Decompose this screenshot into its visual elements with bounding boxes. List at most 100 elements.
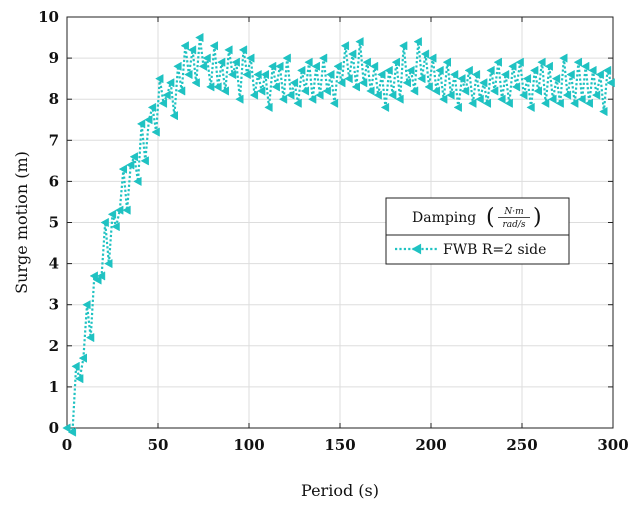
data-point — [580, 61, 590, 71]
data-point — [162, 90, 171, 100]
data-point — [75, 374, 84, 384]
data-point — [508, 61, 517, 71]
data-point — [122, 205, 131, 215]
y-tick-label: 0 — [49, 419, 59, 437]
data-point — [471, 69, 481, 80]
data-point — [311, 61, 320, 71]
y-tick-label: 3 — [49, 296, 59, 314]
data-point — [435, 65, 444, 76]
data-point — [169, 111, 178, 121]
data-point — [231, 57, 240, 67]
legend-box — [385, 197, 570, 265]
legend-title: Damping — [412, 210, 476, 226]
data-point — [548, 94, 557, 104]
data-point — [562, 90, 572, 100]
data-point — [355, 37, 364, 47]
data-point — [602, 65, 612, 76]
data-point — [504, 98, 513, 108]
data-point — [424, 82, 433, 92]
data-point — [129, 152, 138, 162]
data-point — [591, 90, 601, 100]
data-point — [125, 160, 135, 170]
data-point — [147, 102, 157, 113]
data-point — [555, 98, 564, 108]
data-point — [144, 115, 153, 125]
data-point — [446, 90, 455, 100]
data-point — [195, 32, 204, 43]
legend-fraction-numerator: N·m — [503, 207, 523, 217]
data-point — [187, 45, 197, 55]
x-tick-label: 100 — [233, 436, 264, 454]
data-point — [278, 94, 288, 104]
data-point — [297, 65, 306, 76]
data-point — [322, 86, 331, 96]
data-point — [140, 156, 149, 166]
data-point — [282, 53, 291, 63]
data-point — [220, 86, 229, 96]
data-point — [409, 86, 419, 96]
data-point — [235, 94, 244, 104]
data-point — [398, 41, 408, 51]
data-point — [213, 82, 222, 92]
data-point — [420, 49, 430, 59]
data-point — [431, 86, 441, 96]
data-point — [540, 98, 550, 108]
data-point — [326, 69, 335, 80]
legend-paren-right: ) — [533, 205, 542, 230]
data-point — [271, 82, 280, 92]
x-tick-label: 0 — [62, 436, 72, 454]
data-point — [85, 332, 95, 343]
data-point — [351, 82, 360, 92]
x-tick-label: 150 — [324, 436, 355, 454]
data-point — [388, 90, 397, 100]
data-point — [257, 86, 266, 96]
data-point — [264, 102, 273, 113]
data-point — [155, 74, 164, 84]
data-point — [293, 98, 302, 108]
data-point — [551, 74, 561, 84]
data-point — [82, 300, 91, 310]
data-point — [184, 69, 193, 80]
data-point — [78, 353, 87, 363]
data-point — [468, 98, 477, 108]
data-point — [133, 176, 142, 187]
data-point — [166, 78, 175, 88]
data-point — [246, 53, 255, 63]
data-point — [348, 49, 357, 59]
data-point — [344, 74, 353, 84]
data-point — [460, 86, 470, 96]
data-point — [464, 65, 473, 76]
x-tick-label: 50 — [148, 436, 169, 454]
data-point — [544, 61, 553, 71]
data-point — [238, 45, 248, 55]
data-point — [209, 41, 219, 51]
y-tick-label: 1 — [49, 378, 59, 396]
x-tick-label: 250 — [506, 436, 537, 454]
x-tick-label: 300 — [597, 436, 628, 454]
data-point — [511, 82, 521, 92]
data-point — [362, 57, 371, 67]
data-point — [486, 65, 495, 76]
data-point — [384, 65, 393, 76]
legend-layer: Damping ( N·m rad/s ) FWB R=2 side — [385, 197, 570, 265]
data-point — [107, 209, 117, 219]
data-point — [158, 98, 168, 108]
data-point — [315, 90, 324, 100]
series-layer — [62, 32, 615, 437]
legend-entry-label: FWB R=2 side — [443, 242, 546, 258]
data-point — [500, 69, 510, 80]
y-tick-label: 8 — [49, 90, 59, 108]
data-point — [573, 57, 583, 67]
y-tick-label: 2 — [49, 337, 59, 355]
data-point — [406, 65, 415, 76]
data-point — [286, 90, 295, 100]
y-axis-label: Surge motion (m) — [12, 151, 31, 294]
data-point — [180, 41, 189, 51]
data-point — [300, 86, 310, 96]
data-point — [366, 86, 375, 96]
y-tick-label: 6 — [49, 172, 59, 190]
data-point — [519, 90, 528, 100]
data-point — [439, 94, 448, 104]
